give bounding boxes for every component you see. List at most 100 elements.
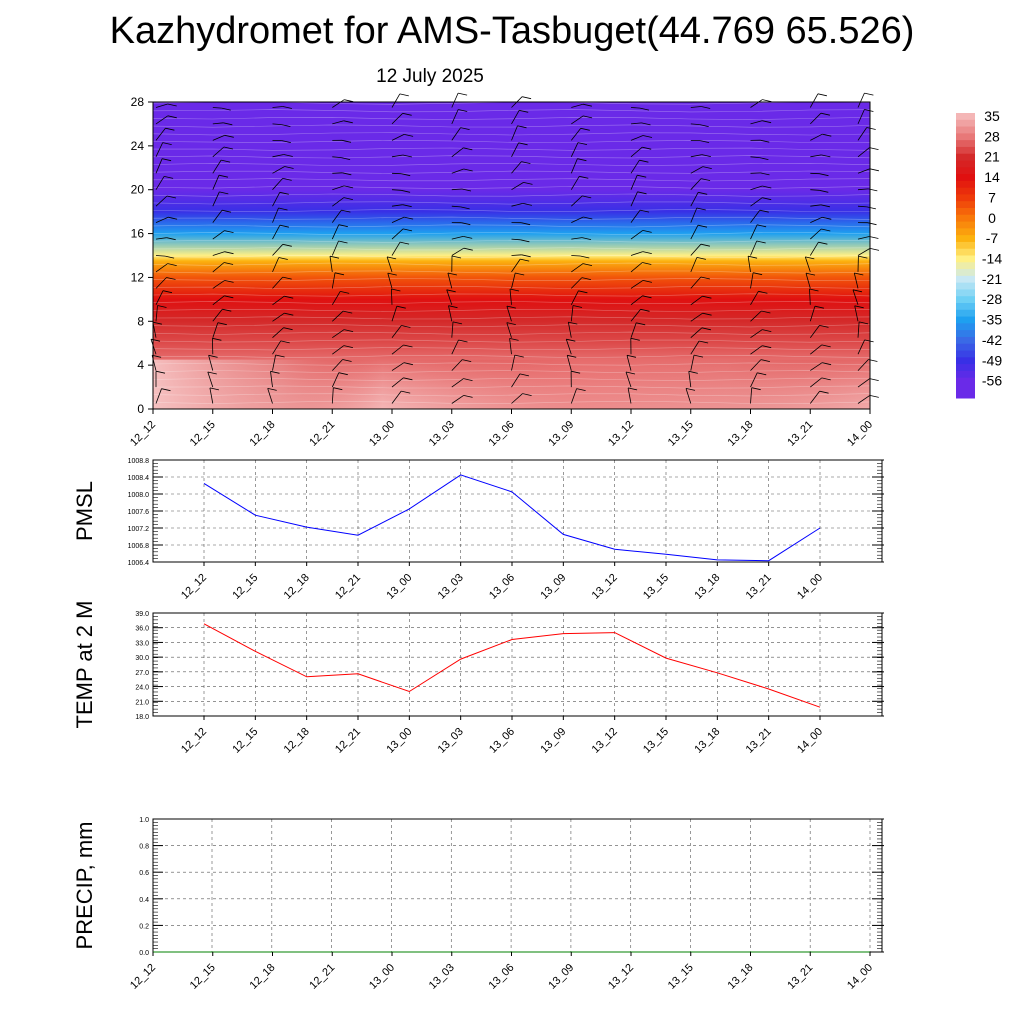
grid bbox=[153, 818, 882, 953]
wind-barb bbox=[272, 178, 283, 190]
wind-barb-flag bbox=[760, 172, 770, 176]
wind-barb-flag bbox=[867, 222, 877, 226]
wind-barb bbox=[511, 355, 516, 371]
wind-barb-flag bbox=[212, 337, 222, 341]
wind-barb bbox=[810, 112, 822, 125]
colorbar-swatch bbox=[956, 377, 975, 385]
wind-barb bbox=[690, 207, 698, 223]
wind-barb bbox=[332, 99, 345, 108]
wind-barb bbox=[810, 344, 822, 355]
wind-barb-flag bbox=[463, 378, 473, 381]
wind-barb bbox=[329, 256, 333, 272]
y-tick-label: 24 bbox=[131, 139, 145, 153]
colorbar-swatch bbox=[956, 180, 975, 189]
wind-barb bbox=[690, 327, 703, 338]
wind-barb-flag bbox=[820, 204, 830, 208]
colorbar-swatch bbox=[956, 194, 975, 202]
colorbar-swatch bbox=[956, 208, 975, 216]
x-tick-label: 12_12 bbox=[128, 962, 158, 992]
contour-line bbox=[152, 124, 871, 128]
wind-barb bbox=[690, 340, 700, 355]
wind-barb bbox=[155, 388, 162, 404]
wind-barb bbox=[155, 255, 166, 257]
wind-barb-flag bbox=[282, 243, 292, 247]
wind-barb-flag bbox=[751, 387, 761, 391]
wind-barb bbox=[570, 176, 580, 190]
wind-barb-flag bbox=[583, 115, 593, 119]
wind-barb-flag bbox=[869, 168, 879, 172]
wind-barb-flag bbox=[869, 395, 879, 398]
wind-barb bbox=[391, 241, 401, 256]
wind-barb-flag bbox=[822, 362, 832, 366]
wind-barb-flag bbox=[162, 158, 172, 162]
colorbar-label: -49 bbox=[982, 352, 1002, 368]
wind-barb bbox=[857, 378, 870, 388]
wind-barb-flag bbox=[639, 107, 650, 111]
colorbar-label: 0 bbox=[988, 210, 996, 226]
wind-barb-flag bbox=[447, 272, 457, 276]
wind-barb-flag bbox=[576, 388, 586, 391]
wind-barb bbox=[511, 272, 516, 289]
wind-barb-flag bbox=[628, 387, 638, 391]
wind-barb-flag bbox=[165, 255, 175, 259]
wind-barb bbox=[571, 237, 583, 240]
wind-barb bbox=[272, 192, 281, 207]
wind-barb bbox=[511, 125, 518, 141]
wind-barb bbox=[809, 390, 820, 404]
wind-barb-flag bbox=[267, 388, 277, 391]
wind-barb bbox=[155, 277, 167, 289]
wind-barb-flag bbox=[866, 206, 876, 210]
wind-barb bbox=[630, 251, 643, 256]
wind-barb-flag bbox=[223, 146, 233, 150]
wind-barb bbox=[630, 175, 638, 190]
contour-line bbox=[152, 193, 871, 197]
wind-barb bbox=[690, 192, 699, 207]
wind-barb bbox=[332, 185, 345, 191]
wind-barb bbox=[272, 354, 276, 371]
wind-barb-flag bbox=[520, 239, 530, 243]
wind-barb bbox=[857, 395, 871, 404]
wind-barb bbox=[272, 257, 280, 273]
contour-line bbox=[152, 308, 871, 312]
wind-barb bbox=[451, 359, 463, 371]
wind-barb-flag bbox=[162, 290, 173, 294]
contour-line bbox=[152, 354, 871, 358]
y-tick-label: 33.0 bbox=[135, 640, 149, 647]
wind-barb bbox=[451, 109, 459, 125]
wind-barb bbox=[391, 154, 403, 158]
wind-barb-flag bbox=[451, 255, 462, 259]
x-tick-label: 13_12 bbox=[590, 572, 620, 602]
contour-line bbox=[152, 162, 871, 166]
wind-barb-flag bbox=[333, 387, 343, 391]
wind-barb bbox=[511, 182, 524, 191]
wind-barb bbox=[750, 156, 760, 158]
wind-barb bbox=[332, 345, 345, 355]
wind-barb-flag bbox=[642, 262, 652, 265]
y-tick-label: 21.0 bbox=[135, 699, 149, 706]
wind-barb bbox=[207, 371, 214, 388]
contour-line bbox=[152, 377, 871, 381]
wind-barb bbox=[750, 310, 762, 322]
wind-barb-flag bbox=[221, 107, 231, 111]
contour-line bbox=[152, 316, 871, 320]
wind-barb bbox=[690, 123, 700, 125]
wind-barb bbox=[810, 189, 820, 191]
wind-barb-flag bbox=[399, 93, 409, 97]
wind-barb-flag bbox=[152, 354, 162, 358]
contour-line bbox=[152, 362, 871, 366]
wind-barb-flag bbox=[641, 122, 651, 126]
wind-barb bbox=[208, 355, 214, 371]
wind-barb-flag bbox=[568, 321, 578, 325]
wind-barb-flag bbox=[864, 339, 874, 343]
wind-barb bbox=[391, 306, 398, 322]
contour-line bbox=[152, 247, 871, 251]
wind-barb-flag bbox=[522, 96, 532, 100]
colorbar-label: 21 bbox=[984, 149, 1000, 165]
wind-barb-flag bbox=[166, 277, 176, 280]
wind-barb-flag bbox=[639, 159, 649, 163]
wind-barb bbox=[810, 133, 823, 141]
wind-barb bbox=[750, 329, 763, 339]
wind-barb-flag bbox=[688, 370, 698, 374]
wind-barb bbox=[155, 127, 166, 141]
x-tick-label: 14_00 bbox=[845, 419, 875, 449]
